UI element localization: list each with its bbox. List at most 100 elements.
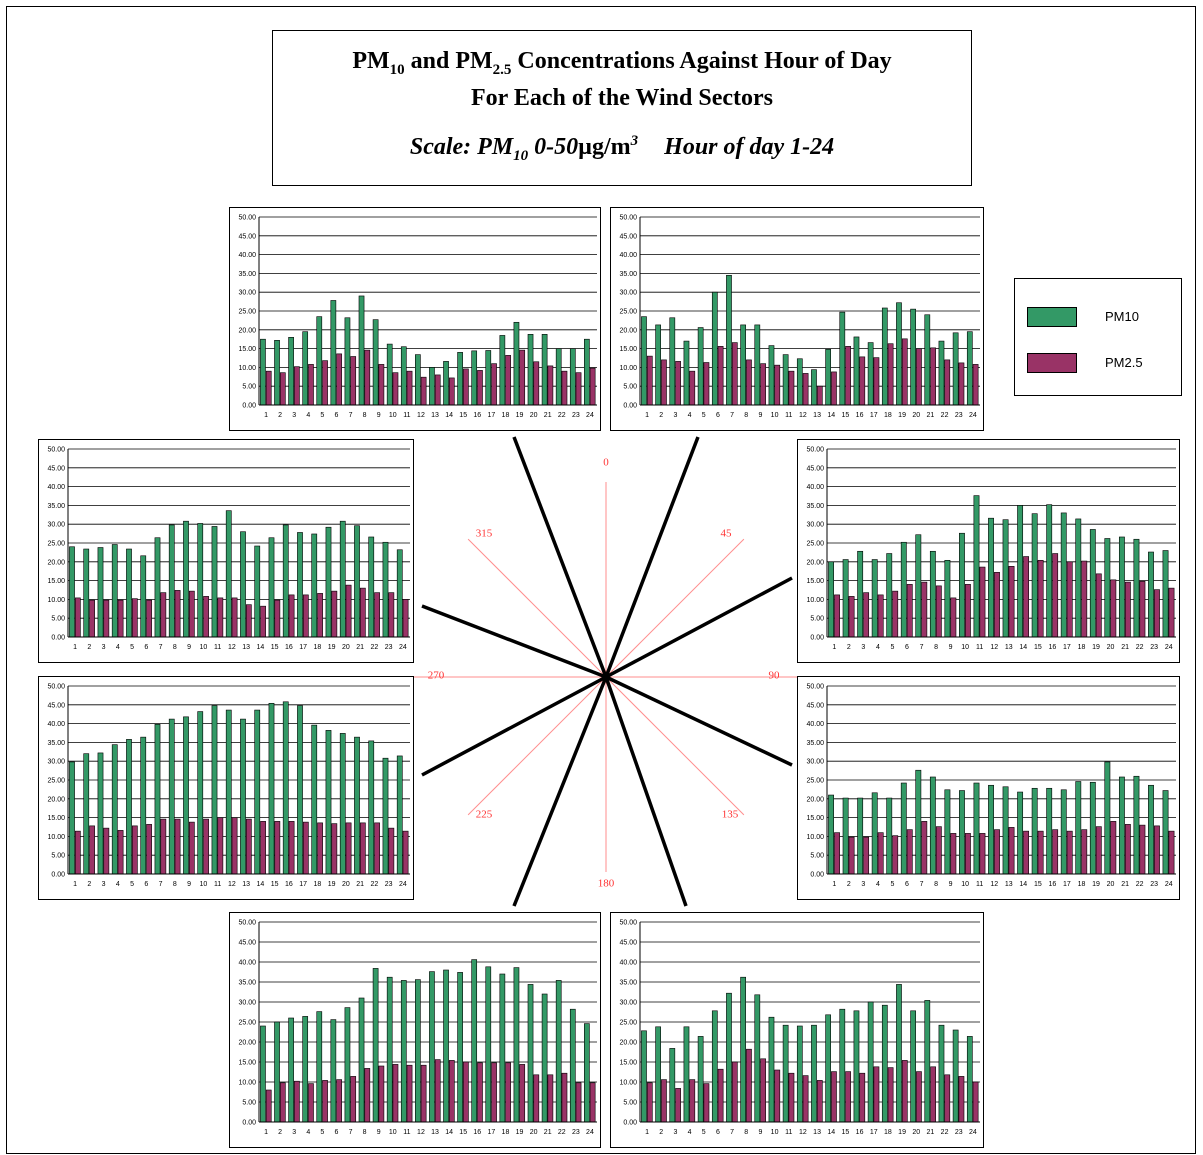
bar-pm10 bbox=[929, 776, 936, 875]
chart-title-line1: PM10 and PM2.5 Concentrations Against Ho… bbox=[273, 47, 971, 84]
bar-pm10 bbox=[811, 1024, 817, 1123]
x-tick-label: 11 bbox=[403, 1129, 410, 1136]
bar-pm25 bbox=[675, 361, 681, 406]
bar-pm10 bbox=[959, 532, 965, 638]
bar-pm10 bbox=[952, 332, 959, 406]
bar-pm25 bbox=[863, 592, 870, 638]
bar-pm10 bbox=[924, 314, 931, 406]
y-tick-label: 5.00 bbox=[623, 384, 637, 391]
x-tick-label: 11 bbox=[976, 881, 983, 888]
bar-pm10 bbox=[966, 1036, 973, 1123]
y-tick-label: 5.00 bbox=[51, 616, 65, 623]
x-tick-label: 7 bbox=[159, 644, 163, 651]
bar-pm25 bbox=[302, 821, 309, 875]
x-tick-label: 19 bbox=[898, 412, 906, 419]
bar-pm10 bbox=[325, 730, 332, 875]
bar-pm10 bbox=[154, 537, 161, 638]
bar-pm10 bbox=[1060, 512, 1067, 638]
bar-pm25 bbox=[217, 597, 224, 638]
bar-pm25 bbox=[944, 1074, 951, 1123]
bar-pm10 bbox=[1075, 518, 1082, 638]
x-tick-label: 24 bbox=[399, 644, 407, 651]
bar-pm10 bbox=[896, 302, 902, 406]
scale-prefix: Scale: PM bbox=[409, 133, 514, 160]
bar-pm10 bbox=[726, 274, 732, 406]
legend-swatch-pm25 bbox=[1027, 353, 1077, 373]
x-tick-label: 9 bbox=[758, 412, 762, 419]
legend: PM10 PM2.5 bbox=[1014, 278, 1182, 396]
y-tick-label: 20.00 bbox=[238, 1040, 256, 1047]
bar-pm25 bbox=[345, 822, 352, 875]
bar-pm25 bbox=[1168, 830, 1175, 875]
x-tick-label: 20 bbox=[1107, 881, 1115, 888]
bar-pm25 bbox=[274, 821, 281, 875]
bar-pm10 bbox=[839, 1008, 846, 1123]
x-tick-label: 12 bbox=[990, 881, 998, 888]
x-tick-label: 1 bbox=[832, 644, 836, 651]
x-tick-label: 2 bbox=[847, 644, 851, 651]
x-tick-label: 6 bbox=[335, 412, 339, 419]
y-tick-label: 10.00 bbox=[238, 365, 256, 372]
bar-pm25 bbox=[848, 596, 855, 638]
bar-pm25 bbox=[146, 599, 152, 638]
bar-pm10 bbox=[569, 348, 576, 406]
x-tick-label: 20 bbox=[342, 881, 350, 888]
bar-chart: 0.00 5.00 10.00 15.00 20.00 25.00 30.00 35.00 40… bbox=[806, 447, 1176, 651]
bar-pm25 bbox=[533, 1074, 540, 1123]
x-tick-label: 2 bbox=[847, 881, 851, 888]
bar-pm10 bbox=[339, 733, 346, 875]
x-tick-label: 15 bbox=[1034, 644, 1042, 651]
x-tick-label: 23 bbox=[1150, 644, 1158, 651]
sector-boundary-line bbox=[604, 676, 688, 907]
bar-pm10 bbox=[260, 338, 266, 406]
y-tick-label: 0.00 bbox=[623, 1120, 637, 1127]
y-tick-label: 40.00 bbox=[47, 721, 65, 728]
bar-pm10 bbox=[669, 1048, 676, 1123]
bar-pm10 bbox=[782, 1024, 789, 1123]
bar-pm25 bbox=[972, 1081, 979, 1123]
bar-pm10 bbox=[344, 317, 351, 406]
bar-pm25 bbox=[788, 370, 795, 406]
bar-pm10 bbox=[811, 369, 817, 406]
bar-pm25 bbox=[921, 821, 928, 875]
bar-pm25 bbox=[265, 1089, 272, 1123]
x-tick-label: 18 bbox=[502, 1129, 510, 1136]
x-tick-label: 16 bbox=[856, 412, 864, 419]
bar-pm25 bbox=[331, 823, 338, 875]
x-tick-label: 6 bbox=[144, 881, 148, 888]
title-rest: Concentrations Against Hour of Day bbox=[511, 48, 892, 74]
y-tick-label: 25.00 bbox=[806, 541, 824, 548]
bar-pm25 bbox=[331, 590, 338, 638]
bar-pm10 bbox=[83, 753, 90, 875]
x-tick-label: 8 bbox=[744, 412, 748, 419]
bar-pm10 bbox=[499, 973, 506, 1123]
x-tick-label: 23 bbox=[385, 881, 393, 888]
bar-pm10 bbox=[938, 1024, 945, 1123]
sector-boundary-line bbox=[605, 675, 793, 767]
bar-chart: 0.00 5.00 10.00 15.00 20.00 25.00 30.00 35.00 40… bbox=[238, 920, 597, 1136]
bar-pm10 bbox=[569, 1008, 576, 1123]
bar-pm25 bbox=[491, 1062, 497, 1123]
x-tick-label: 10 bbox=[199, 644, 207, 651]
bar-pm25 bbox=[994, 829, 1000, 875]
bar-pm25 bbox=[364, 1068, 371, 1123]
bar-pm25 bbox=[994, 572, 1000, 638]
bar-pm10 bbox=[825, 1014, 831, 1123]
x-tick-label: 10 bbox=[771, 412, 779, 419]
x-tick-label: 7 bbox=[730, 412, 734, 419]
bar-pm25 bbox=[294, 366, 300, 406]
y-tick-label: 50.00 bbox=[47, 684, 65, 691]
bar-pm10 bbox=[1148, 551, 1154, 638]
y-tick-label: 10.00 bbox=[806, 834, 824, 841]
bar-pm25 bbox=[802, 1075, 809, 1123]
y-tick-label: 20.00 bbox=[238, 327, 256, 334]
bar-pm25 bbox=[378, 364, 385, 406]
bar-pm10 bbox=[959, 790, 965, 875]
bar-pm25 bbox=[350, 356, 357, 406]
x-tick-label: 3 bbox=[861, 881, 865, 888]
x-tick-label: 17 bbox=[487, 412, 495, 419]
y-tick-label: 40.00 bbox=[619, 960, 637, 967]
bar-pm25 bbox=[434, 1059, 441, 1123]
bar-pm25 bbox=[845, 346, 851, 406]
bar-pm10 bbox=[857, 797, 864, 875]
